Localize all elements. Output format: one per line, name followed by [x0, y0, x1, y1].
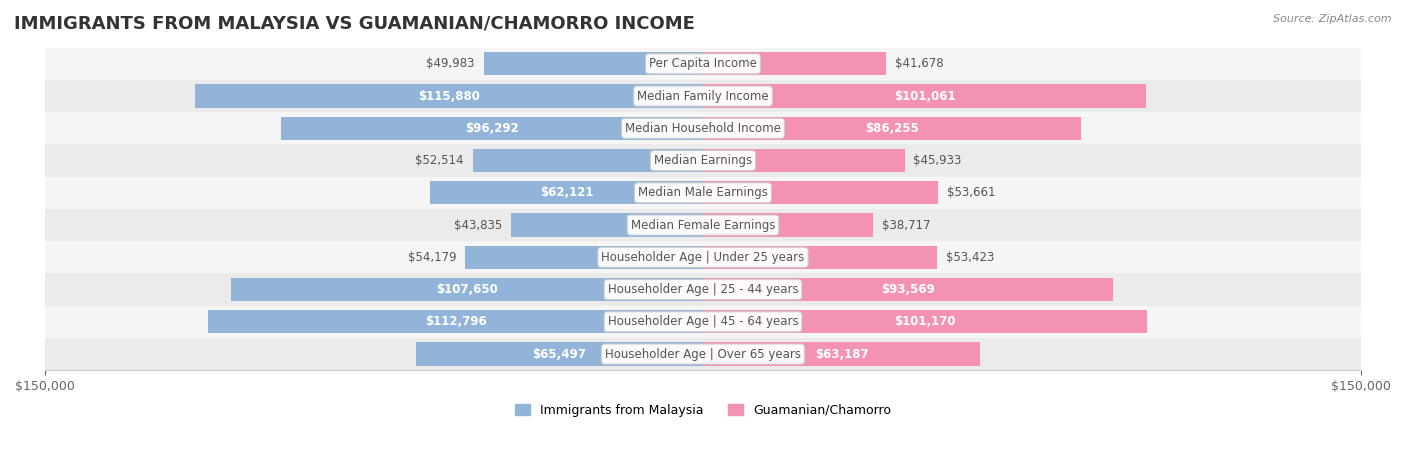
- Text: $93,569: $93,569: [882, 283, 935, 296]
- Bar: [45, 338, 1361, 370]
- Bar: [45, 274, 1361, 306]
- Text: $43,835: $43,835: [454, 219, 502, 232]
- Bar: [194, 85, 703, 108]
- Text: $54,179: $54,179: [408, 251, 457, 264]
- Text: IMMIGRANTS FROM MALAYSIA VS GUAMANIAN/CHAMORRO INCOME: IMMIGRANTS FROM MALAYSIA VS GUAMANIAN/CH…: [14, 14, 695, 32]
- Text: Median Male Earnings: Median Male Earnings: [638, 186, 768, 199]
- Bar: [703, 117, 1081, 140]
- Bar: [703, 278, 1114, 301]
- Text: $115,880: $115,880: [418, 90, 479, 103]
- Text: $86,255: $86,255: [865, 122, 920, 135]
- Bar: [45, 80, 1361, 112]
- Text: $65,497: $65,497: [533, 347, 586, 361]
- Bar: [45, 177, 1361, 209]
- Text: $41,678: $41,678: [894, 57, 943, 71]
- Bar: [510, 213, 703, 237]
- Text: $38,717: $38,717: [882, 219, 931, 232]
- Text: Householder Age | 25 - 44 years: Householder Age | 25 - 44 years: [607, 283, 799, 296]
- Bar: [465, 246, 703, 269]
- Bar: [472, 149, 703, 172]
- Bar: [281, 117, 703, 140]
- Bar: [45, 112, 1361, 144]
- Text: $107,650: $107,650: [436, 283, 498, 296]
- Text: $101,061: $101,061: [894, 90, 956, 103]
- Bar: [45, 144, 1361, 177]
- Bar: [703, 213, 873, 237]
- Bar: [45, 306, 1361, 338]
- Bar: [231, 278, 703, 301]
- Text: Per Capita Income: Per Capita Income: [650, 57, 756, 71]
- Text: $45,933: $45,933: [914, 154, 962, 167]
- Text: $112,796: $112,796: [425, 315, 486, 328]
- Text: Householder Age | Over 65 years: Householder Age | Over 65 years: [605, 347, 801, 361]
- Text: $49,983: $49,983: [426, 57, 475, 71]
- Bar: [703, 149, 904, 172]
- Bar: [208, 310, 703, 333]
- Bar: [45, 48, 1361, 80]
- Bar: [45, 241, 1361, 274]
- Bar: [703, 181, 938, 205]
- Bar: [484, 52, 703, 76]
- Bar: [703, 246, 938, 269]
- Bar: [430, 181, 703, 205]
- Bar: [45, 209, 1361, 241]
- Bar: [703, 342, 980, 366]
- Bar: [416, 342, 703, 366]
- Text: Median Family Income: Median Family Income: [637, 90, 769, 103]
- Text: Householder Age | Under 25 years: Householder Age | Under 25 years: [602, 251, 804, 264]
- Text: $62,121: $62,121: [540, 186, 593, 199]
- Legend: Immigrants from Malaysia, Guamanian/Chamorro: Immigrants from Malaysia, Guamanian/Cham…: [510, 399, 896, 422]
- Bar: [703, 85, 1146, 108]
- Text: Householder Age | 45 - 64 years: Householder Age | 45 - 64 years: [607, 315, 799, 328]
- Text: Median Female Earnings: Median Female Earnings: [631, 219, 775, 232]
- Text: $53,423: $53,423: [946, 251, 994, 264]
- Text: Median Earnings: Median Earnings: [654, 154, 752, 167]
- Text: $53,661: $53,661: [948, 186, 995, 199]
- Bar: [703, 310, 1147, 333]
- Text: $101,170: $101,170: [894, 315, 956, 328]
- Bar: [703, 52, 886, 76]
- Text: $96,292: $96,292: [465, 122, 519, 135]
- Text: Median Household Income: Median Household Income: [626, 122, 780, 135]
- Text: $63,187: $63,187: [815, 347, 869, 361]
- Text: $52,514: $52,514: [415, 154, 464, 167]
- Text: Source: ZipAtlas.com: Source: ZipAtlas.com: [1274, 14, 1392, 24]
